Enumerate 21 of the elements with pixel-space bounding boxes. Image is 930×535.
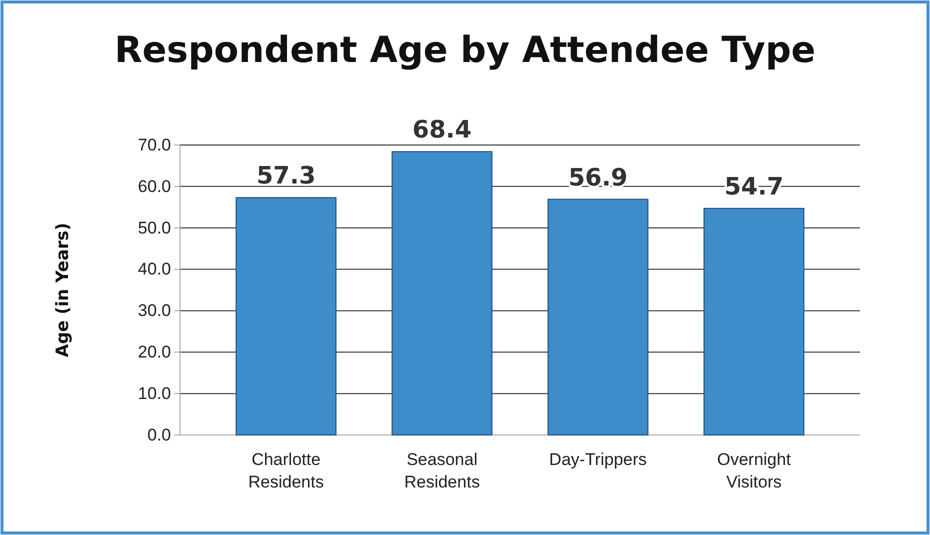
x-tick-label: Day-Trippers	[549, 450, 647, 470]
data-label: 68.4	[412, 116, 472, 144]
x-tick-label: Charlotte Residents	[248, 450, 324, 492]
y-tick-label: 30.0	[138, 301, 171, 320]
data-label: 57.3	[256, 162, 316, 190]
y-tick-label: 60.0	[138, 176, 171, 196]
y-tick-label: 40.0	[138, 260, 171, 279]
chart-title: Respondent Age by Attendee Type	[114, 30, 816, 71]
data-label: 56.9	[568, 163, 628, 192]
bar	[548, 198, 648, 436]
bar	[236, 197, 336, 436]
y-axis-title: Age (in Years)	[53, 222, 73, 358]
y-tick-label: 70.0	[138, 135, 171, 154]
x-tick-label: Seasonal Residents	[404, 450, 480, 492]
bar	[392, 151, 492, 436]
y-tick-label: 20.0	[138, 342, 171, 362]
y-tick-label: 50.0	[138, 218, 171, 238]
x-tick-label: Overnight Visitors	[717, 450, 792, 492]
bar	[704, 208, 804, 436]
y-tick-label: 10.0	[138, 384, 171, 404]
y-tick-label: 0.0	[147, 425, 171, 444]
